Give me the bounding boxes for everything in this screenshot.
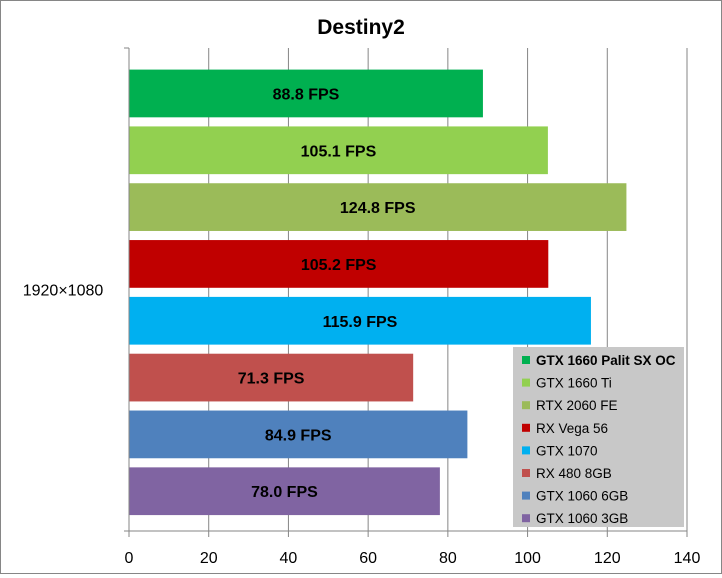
x-tick-label: 120 bbox=[594, 550, 621, 567]
legend-entry: GTX 1070 bbox=[536, 443, 598, 458]
x-tick-label: 100 bbox=[514, 550, 541, 567]
legend-entry: RX 480 8GB bbox=[536, 466, 612, 481]
x-tick-label: 140 bbox=[674, 550, 701, 567]
legend-swatch bbox=[522, 446, 530, 455]
legend-swatch bbox=[522, 469, 530, 477]
x-tick-label: 20 bbox=[200, 550, 218, 567]
bar-4 bbox=[129, 296, 591, 345]
bar-2 bbox=[129, 183, 627, 231]
bar-data-label: 115.9 FPS bbox=[323, 314, 398, 331]
bar-0 bbox=[129, 69, 483, 118]
legend-entry: GTX 1060 3GB bbox=[536, 511, 628, 526]
bar-data-label: 105.2 FPS bbox=[301, 257, 377, 274]
bar-data-label: 84.9 FPS bbox=[265, 427, 332, 444]
legend-swatch bbox=[522, 378, 530, 387]
bar-data-label: 105.1 FPS bbox=[301, 143, 377, 160]
bar-data-label: 124.8 FPS bbox=[340, 200, 416, 217]
bar-data-label: 71.3 FPS bbox=[238, 371, 305, 388]
legend-swatch bbox=[522, 423, 530, 432]
legend-box bbox=[513, 347, 684, 527]
bar-data-label: 78.0 FPS bbox=[251, 484, 318, 501]
axes: 0 20 40 60 80 100 120 140 1920×1080 bbox=[23, 47, 701, 567]
bar-3 bbox=[129, 240, 549, 288]
chart-title: Destiny2 bbox=[317, 16, 405, 39]
legend-swatch bbox=[522, 514, 530, 523]
category-label: 1920×1080 bbox=[23, 283, 104, 300]
legend: GTX 1660 Palit SX OC GTX 1660 Ti RTX 2060 … bbox=[513, 347, 684, 527]
legend-entry: GTX 1660 Ti bbox=[536, 376, 612, 391]
bar-7 bbox=[129, 467, 440, 516]
bar-data-label: 88.8 FPS bbox=[273, 86, 340, 103]
legend-swatch bbox=[522, 356, 530, 364]
bar-6 bbox=[129, 410, 468, 459]
x-tick-label: 80 bbox=[439, 550, 457, 567]
bar-1 bbox=[129, 126, 548, 175]
legend-entry: RX Vega 56 bbox=[536, 421, 608, 436]
bars: 88.8 FPS 105.1 FPS 124.8 FPS 105.2 FPS 115.9… bbox=[129, 69, 627, 516]
x-tick-label: 60 bbox=[359, 550, 377, 567]
x-tick-label: 40 bbox=[280, 550, 298, 567]
legend-entry: RTX 2060 FE bbox=[536, 398, 618, 413]
legend-entry: GTX 1660 Palit SX OC bbox=[536, 353, 676, 368]
legend-entry: GTX 1060 6GB bbox=[536, 489, 628, 504]
x-tick-label: 0 bbox=[125, 550, 134, 567]
legend-swatch bbox=[522, 491, 530, 500]
bar-5 bbox=[129, 353, 414, 402]
legend-swatch bbox=[522, 401, 530, 410]
